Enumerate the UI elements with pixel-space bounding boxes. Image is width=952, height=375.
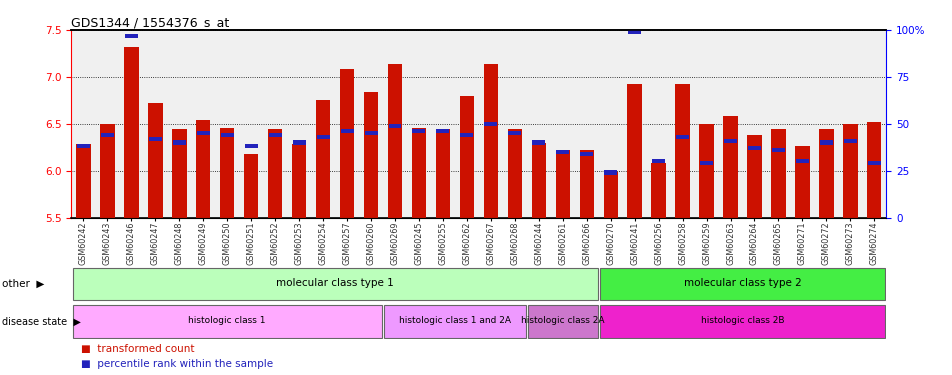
Bar bbox=[72, 305, 382, 338]
Bar bbox=[365, 131, 377, 135]
Text: other  ▶: other ▶ bbox=[2, 279, 44, 289]
Bar bbox=[197, 131, 209, 135]
Bar bbox=[604, 171, 617, 175]
Bar bbox=[627, 30, 641, 34]
Bar bbox=[507, 129, 522, 218]
Bar bbox=[100, 124, 114, 218]
Bar bbox=[599, 268, 884, 300]
Bar bbox=[221, 133, 233, 137]
Text: ■  transformed count: ■ transformed count bbox=[81, 344, 194, 354]
Bar bbox=[651, 159, 664, 164]
Bar bbox=[675, 135, 688, 139]
Bar bbox=[172, 141, 186, 145]
Bar bbox=[819, 129, 833, 218]
Bar bbox=[626, 84, 641, 218]
Bar bbox=[220, 128, 234, 218]
Text: histologic class 1: histologic class 1 bbox=[188, 316, 266, 326]
Bar bbox=[867, 161, 880, 165]
Bar bbox=[435, 129, 449, 218]
Bar bbox=[196, 120, 210, 218]
Bar bbox=[866, 122, 881, 218]
Bar bbox=[532, 141, 545, 145]
Bar bbox=[746, 135, 761, 218]
Bar bbox=[747, 146, 760, 150]
Bar bbox=[148, 103, 163, 218]
Bar bbox=[484, 64, 498, 217]
Bar bbox=[77, 144, 89, 148]
Text: histologic class 2B: histologic class 2B bbox=[700, 316, 783, 326]
Text: disease state  ▶: disease state ▶ bbox=[2, 316, 81, 327]
Bar bbox=[527, 305, 597, 338]
Bar bbox=[149, 137, 162, 141]
Bar bbox=[384, 305, 526, 338]
Bar bbox=[794, 146, 809, 218]
Bar bbox=[700, 161, 712, 165]
Bar bbox=[484, 122, 497, 126]
Bar bbox=[291, 144, 306, 218]
Text: GDS1344 / 1554376_s_at: GDS1344 / 1554376_s_at bbox=[71, 16, 229, 29]
Bar bbox=[245, 144, 257, 148]
Bar bbox=[555, 150, 569, 217]
Bar bbox=[340, 129, 353, 134]
Bar bbox=[244, 154, 258, 218]
Bar bbox=[292, 141, 306, 145]
Bar bbox=[724, 139, 736, 143]
Bar bbox=[819, 141, 832, 145]
Bar bbox=[771, 148, 784, 152]
Bar bbox=[315, 100, 330, 218]
Bar bbox=[795, 159, 808, 164]
Bar bbox=[507, 131, 521, 135]
Bar bbox=[603, 172, 617, 217]
Text: ■  percentile rank within the sample: ■ percentile rank within the sample bbox=[81, 359, 273, 369]
Bar bbox=[124, 47, 138, 217]
Bar bbox=[770, 129, 784, 218]
Bar bbox=[843, 124, 857, 218]
Bar bbox=[723, 116, 737, 218]
Bar bbox=[101, 133, 114, 137]
Bar bbox=[580, 152, 592, 156]
Bar bbox=[72, 268, 597, 300]
Bar bbox=[412, 129, 425, 134]
Bar bbox=[125, 34, 138, 38]
Bar bbox=[599, 305, 884, 338]
Text: molecular class type 1: molecular class type 1 bbox=[276, 278, 393, 288]
Bar bbox=[268, 129, 282, 218]
Bar bbox=[436, 129, 449, 134]
Bar bbox=[364, 92, 378, 218]
Bar bbox=[172, 129, 187, 218]
Bar bbox=[699, 124, 713, 218]
Bar bbox=[340, 69, 354, 218]
Bar bbox=[268, 133, 282, 137]
Bar bbox=[675, 84, 689, 218]
Bar bbox=[556, 150, 568, 154]
Bar bbox=[579, 150, 593, 217]
Bar bbox=[411, 128, 426, 218]
Bar bbox=[76, 144, 90, 218]
Bar bbox=[388, 124, 401, 128]
Bar bbox=[387, 64, 402, 217]
Bar bbox=[316, 135, 329, 139]
Bar bbox=[459, 96, 473, 218]
Bar bbox=[460, 133, 473, 137]
Text: histologic class 2A: histologic class 2A bbox=[521, 316, 604, 326]
Bar bbox=[843, 139, 856, 143]
Bar bbox=[531, 142, 545, 218]
Bar bbox=[651, 163, 665, 218]
Text: molecular class type 2: molecular class type 2 bbox=[683, 278, 801, 288]
Text: histologic class 1 and 2A: histologic class 1 and 2A bbox=[399, 316, 510, 326]
